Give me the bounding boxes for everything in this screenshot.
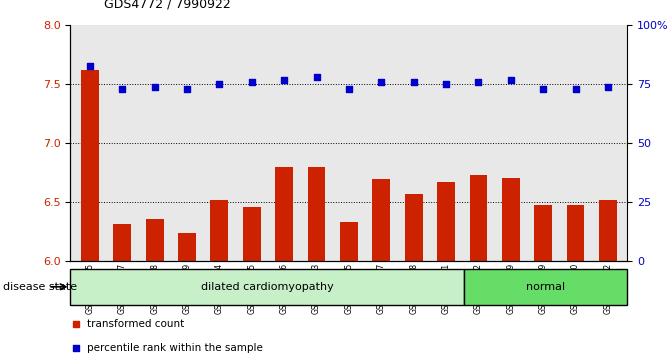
Bar	[437, 182, 455, 363]
Text: percentile rank within the sample: percentile rank within the sample	[87, 343, 263, 352]
Point	[70, 321, 81, 327]
Bar	[211, 200, 228, 363]
Text: normal: normal	[526, 282, 565, 292]
Point	[214, 81, 225, 87]
Point	[376, 79, 386, 85]
Bar	[340, 223, 358, 363]
Bar	[70, 269, 464, 305]
Bar	[307, 167, 325, 363]
Point	[441, 81, 452, 87]
Point	[117, 86, 127, 92]
Bar	[470, 175, 487, 363]
Bar	[178, 233, 196, 363]
Text: disease state: disease state	[3, 282, 77, 292]
Bar	[405, 194, 423, 363]
Point	[85, 62, 95, 68]
Point	[538, 86, 549, 92]
Point	[246, 79, 257, 85]
Point	[70, 345, 81, 351]
Bar	[534, 205, 552, 363]
Bar	[372, 179, 391, 363]
Point	[311, 74, 322, 80]
Point	[570, 86, 581, 92]
Bar	[567, 205, 584, 363]
Point	[149, 84, 160, 90]
Point	[409, 79, 419, 85]
Bar	[146, 219, 164, 363]
Point	[278, 77, 289, 82]
Bar	[502, 178, 520, 363]
Point	[344, 86, 354, 92]
Bar	[81, 70, 99, 363]
Bar	[464, 269, 627, 305]
Bar	[599, 200, 617, 363]
Text: GDS4772 / 7990922: GDS4772 / 7990922	[104, 0, 231, 11]
Text: transformed count: transformed count	[87, 319, 185, 329]
Bar	[113, 224, 131, 363]
Bar	[275, 167, 293, 363]
Point	[182, 86, 193, 92]
Text: dilated cardiomyopathy: dilated cardiomyopathy	[201, 282, 333, 292]
Bar	[243, 207, 261, 363]
Point	[505, 77, 516, 82]
Point	[473, 79, 484, 85]
Point	[603, 84, 613, 90]
